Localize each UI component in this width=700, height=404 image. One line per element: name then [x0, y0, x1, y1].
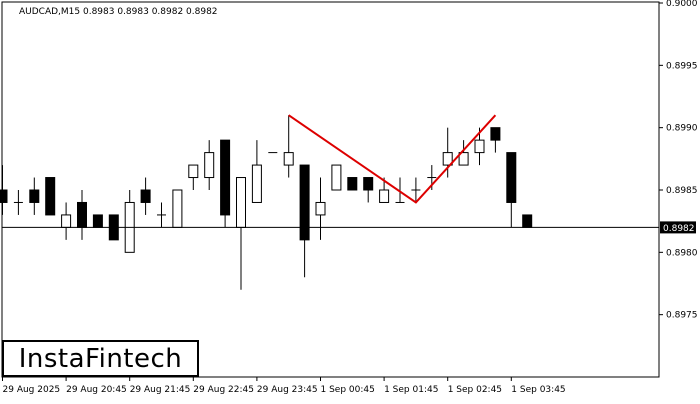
candle-body — [140, 189, 151, 203]
candle-body — [474, 139, 485, 154]
candle — [92, 214, 103, 228]
candle-body — [331, 164, 342, 191]
x-tick-label: 1 Sep 00:45 — [321, 385, 375, 395]
candle-body — [29, 189, 40, 203]
candle — [442, 127, 453, 178]
candle — [315, 177, 326, 240]
candle-body — [315, 201, 326, 216]
candle-body — [363, 177, 374, 191]
y-tick-label: 0.8990 — [666, 124, 698, 134]
x-tick-label: 1 Sep 03:45 — [511, 385, 565, 395]
y-tick-label: 0.8985 — [666, 186, 698, 196]
candle — [172, 189, 183, 228]
candle-body — [522, 214, 533, 228]
x-tick-label: 29 Aug 20:45 — [66, 385, 127, 395]
pattern-layer — [288, 114, 497, 204]
x-tick-label: 1 Sep 01:45 — [384, 385, 438, 395]
candle — [45, 177, 56, 216]
candle-body — [490, 127, 501, 141]
y-axis: 0.9000 0.8995 0.8990 0.8985 0.8980 0.8975 0.89… — [659, 0, 698, 321]
x-tick-label: 1 Sep 02:45 — [448, 385, 502, 395]
candle — [220, 139, 231, 228]
candle-body — [236, 177, 246, 228]
logo-text: InstaFintech — [18, 343, 183, 374]
current-price-label: 0.8982 — [663, 224, 695, 234]
candle-body — [77, 201, 87, 228]
candle-body — [172, 189, 183, 228]
double-top-pattern-line — [288, 114, 497, 204]
candle-body — [442, 152, 453, 166]
x-tick-label: 29 Aug 22:45 — [193, 385, 254, 395]
candle — [347, 177, 358, 191]
candle — [140, 177, 151, 215]
candle-body — [188, 164, 199, 179]
y-tick-label: 0.8980 — [666, 248, 698, 258]
symbol-info-label: AUDCAD,M15 0.8983 0.8983 0.8982 0.8982 — [19, 7, 218, 17]
y-tick-label: 0.8995 — [666, 61, 698, 71]
candle-body — [220, 139, 231, 216]
candle — [299, 164, 310, 278]
candle-body — [458, 152, 469, 166]
candle-body — [45, 177, 56, 216]
x-tick-label: 29 Aug 2025 — [3, 385, 61, 395]
candle — [490, 127, 501, 153]
candle-body — [506, 152, 517, 203]
candle-body — [347, 177, 358, 191]
candle-body — [92, 214, 103, 228]
candle — [522, 214, 533, 228]
candle — [331, 164, 342, 191]
x-tick-label: 29 Aug 21:45 — [130, 385, 191, 395]
candle-body — [283, 152, 294, 166]
y-tick-label: 0.9000 — [666, 0, 698, 9]
candle-body — [204, 152, 215, 179]
candle — [458, 140, 469, 166]
candle-body — [299, 164, 310, 241]
candle-body — [379, 189, 390, 203]
candle — [188, 164, 199, 190]
candle-body — [0, 189, 8, 203]
x-axis: 29 Aug 2025 29 Aug 20:45 29 Aug 21:45 29 Au… — [2, 377, 566, 395]
x-tick-label: 29 Aug 23:45 — [257, 385, 318, 395]
instafintech-logo: InstaFintech — [2, 340, 199, 377]
plot-area — [1, 1, 660, 378]
candle — [0, 165, 8, 215]
candle — [363, 177, 374, 203]
candle — [204, 140, 215, 190]
candle — [283, 115, 294, 178]
candle — [29, 177, 40, 215]
candle — [157, 202, 166, 228]
candle — [506, 152, 517, 228]
candle — [395, 177, 405, 203]
candle — [251, 140, 262, 203]
current-price-badge — [660, 221, 696, 234]
candle-body — [251, 164, 262, 203]
candle — [411, 177, 421, 203]
y-tick-label: 0.8975 — [666, 311, 698, 321]
candle — [13, 190, 23, 215]
candle-body — [61, 214, 72, 228]
